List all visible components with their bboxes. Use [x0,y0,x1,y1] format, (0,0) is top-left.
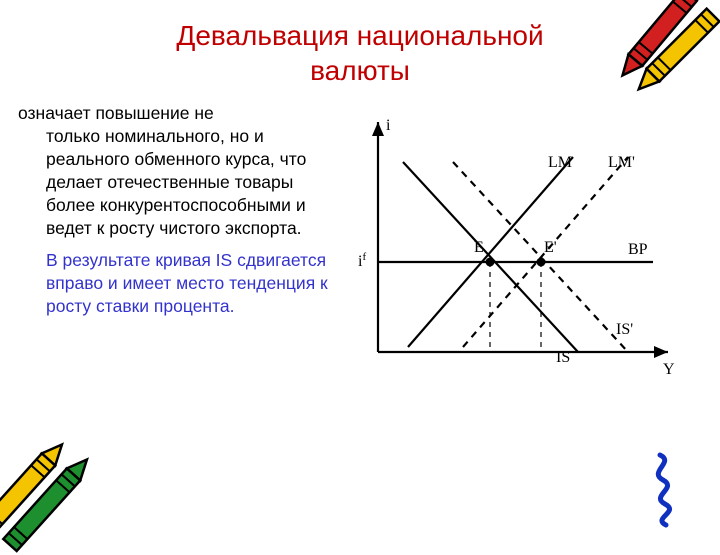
svg-text:IS: IS [556,349,570,366]
svg-text:i: i [386,117,391,134]
para1-rest: только номинального, но и реального обме… [18,125,338,240]
para1-firstline: означает повышение не [18,103,214,123]
crayons-bottom-left-icon [0,415,135,555]
title-line-2: валюты [310,55,410,86]
text-column: означает повышение не только номинальног… [18,102,338,392]
svg-text:if: if [358,251,366,270]
title-line-1: Девальвация национальной [176,20,543,51]
svg-text:BP: BP [628,241,648,258]
svg-text:LM': LM' [608,154,635,171]
paragraph-1: означает повышение не только номинальног… [18,102,338,241]
svg-text:IS': IS' [616,321,633,338]
squiggle-icon [640,450,690,530]
svg-text:LM: LM [548,154,572,171]
paragraph-2: В результате кривая IS сдвигается вправо… [18,249,338,318]
crayons-top-right-icon [595,0,720,100]
svg-text:E': E' [544,239,557,256]
is-lm-bp-diagram: i Yif BP IS LM IS' LM' E E' [348,102,683,392]
svg-text:E: E [474,239,484,256]
svg-text:Y: Y [663,361,675,378]
diagram-container: i Yif BP IS LM IS' LM' E E' [338,102,702,392]
